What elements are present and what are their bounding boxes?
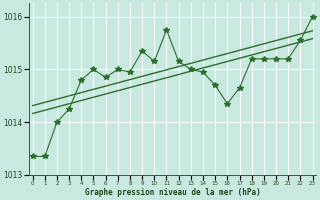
- X-axis label: Graphe pression niveau de la mer (hPa): Graphe pression niveau de la mer (hPa): [85, 188, 260, 197]
